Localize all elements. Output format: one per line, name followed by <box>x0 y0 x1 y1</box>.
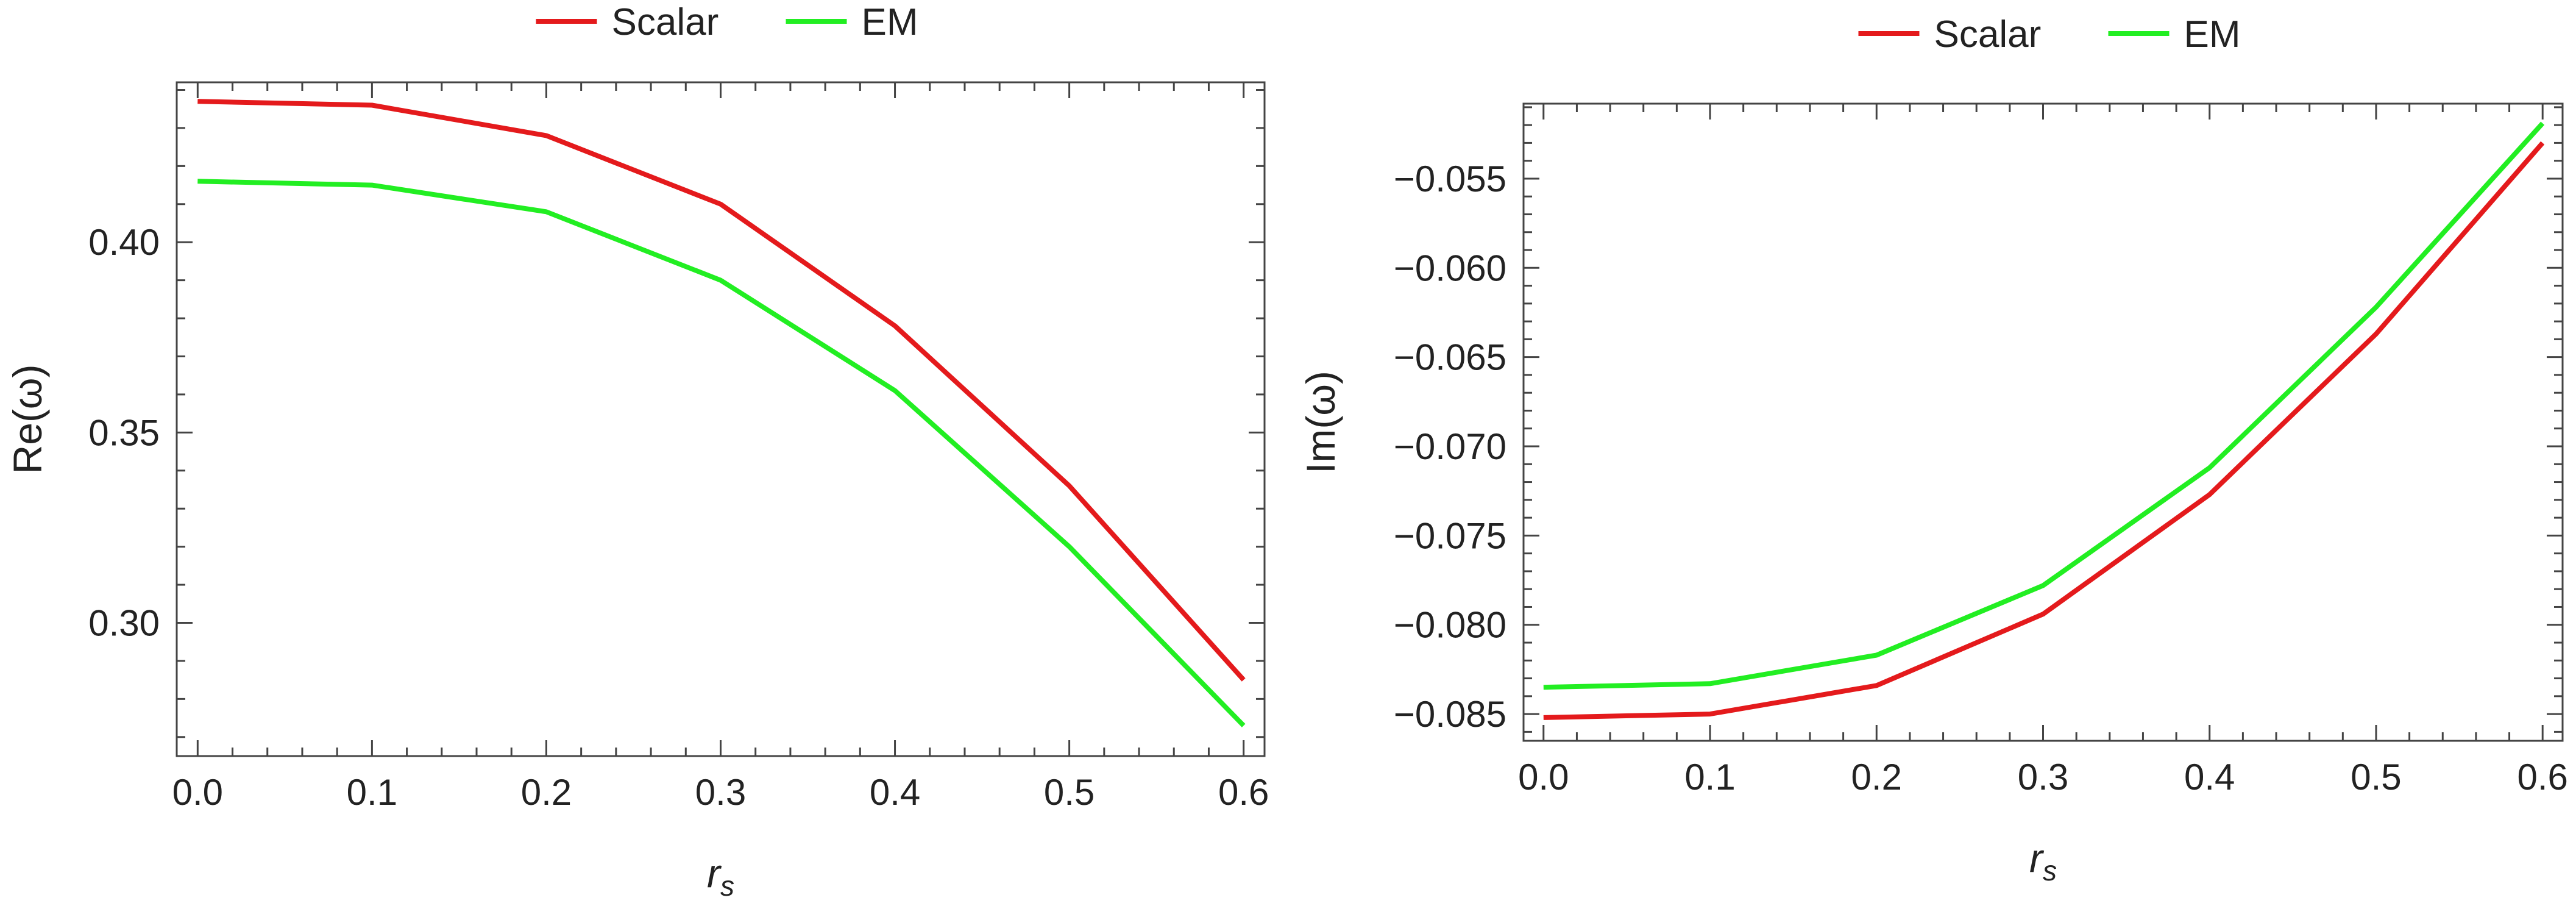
x-tick-label: 0.3 <box>2018 757 2068 798</box>
plot-frame <box>1522 102 2564 742</box>
series-line-em <box>1543 121 2545 690</box>
x-tick-label: 0.4 <box>870 772 920 813</box>
y-tick-label: 0.40 <box>88 222 160 263</box>
x-tick-label: 0.1 <box>1684 757 1735 798</box>
x-tick-label: 0.3 <box>695 772 746 813</box>
y-tick-label: −0.055 <box>1394 159 1506 199</box>
y-tick-label: −0.060 <box>1394 248 1506 288</box>
x-tick-label: 0.2 <box>1851 757 1902 798</box>
x-axis-label: rs <box>2029 835 2057 887</box>
legend-label-scalar: Scalar <box>612 1 719 43</box>
y-tick-label: 0.30 <box>88 602 160 643</box>
x-tick-label: 0.0 <box>1518 757 1569 798</box>
y-tick-label: −0.065 <box>1394 337 1506 378</box>
x-tick-label: 0.1 <box>347 772 397 813</box>
y-tick-label: −0.085 <box>1394 694 1506 735</box>
x-axis-label-subscript: s <box>720 870 734 902</box>
legend-label-em: EM <box>862 1 918 43</box>
x-tick-label: 0.6 <box>2517 757 2568 798</box>
x-tick-label: 0.5 <box>2351 757 2401 798</box>
re-omega-label: Re(ω) <box>5 365 50 474</box>
series-line-em <box>197 179 1246 727</box>
x-axis-label-main: r <box>707 851 722 896</box>
y-tick-label: −0.080 <box>1394 605 1506 646</box>
x-tick-label: 0.2 <box>521 772 572 813</box>
im-omega-label: Im(ω) <box>1298 371 1343 474</box>
legend: Scalar EM <box>1858 13 2241 55</box>
series-line-scalar <box>197 99 1246 682</box>
y-tick-label: −0.070 <box>1394 426 1506 467</box>
x-tick-label: 0.0 <box>172 772 223 813</box>
legend: Scalar EM <box>536 1 918 43</box>
legend-label-em: EM <box>2184 13 2241 55</box>
x-axis-label: rs <box>707 851 734 902</box>
left-panel-re-omega: 0.0 0.1 0.2 0.3 0.4 0.5 0.6 0.30 0.35 0.40 Re(ω) rs… <box>5 1 1269 902</box>
x-axis-label-subscript: s <box>2043 855 2057 887</box>
x-axis-label-main: r <box>2029 835 2045 880</box>
y-tick-label: 0.35 <box>88 412 160 453</box>
x-tick-label: 0.5 <box>1044 772 1095 813</box>
y-tick-label: −0.075 <box>1394 515 1506 556</box>
legend-label-scalar: Scalar <box>1934 13 2042 55</box>
right-panel-im-omega: 0.0 0.1 0.2 0.3 0.4 0.5 0.6 −0.085 −0.080 −0.075 −… <box>1298 13 2568 887</box>
series-line-scalar <box>1543 141 2545 720</box>
x-tick-label: 0.4 <box>2184 757 2235 798</box>
x-tick-label: 0.6 <box>1218 772 1269 813</box>
